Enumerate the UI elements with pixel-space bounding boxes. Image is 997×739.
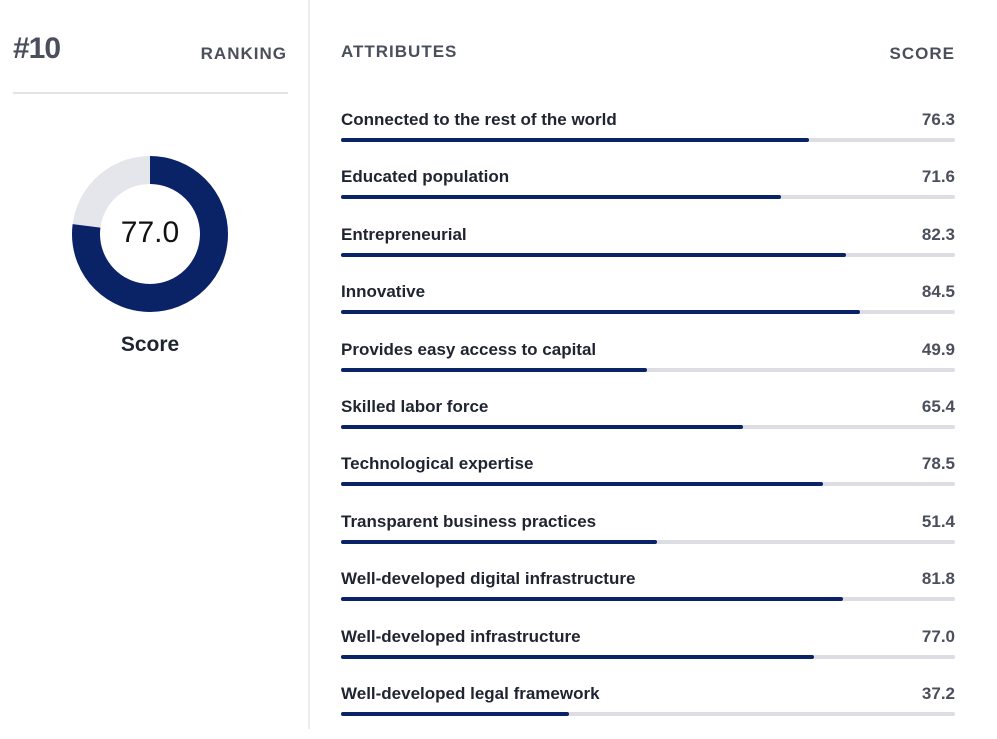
score-bar-track bbox=[341, 310, 955, 315]
score-bar-fill bbox=[341, 482, 823, 487]
attribute-score: 82.3 bbox=[921, 224, 955, 244]
overall-score-caption: Score bbox=[120, 333, 180, 356]
attribute-row: Connected to the rest of the world 76.3 bbox=[341, 108, 955, 165]
attribute-score: 37.2 bbox=[921, 683, 955, 703]
ranking-label: RANKING bbox=[200, 44, 287, 63]
attribute-label: Technological expertise bbox=[341, 454, 534, 474]
score-bar-fill bbox=[341, 424, 743, 429]
attribute-label: Well-developed infrastructure bbox=[341, 626, 581, 646]
attribute-score: 77.0 bbox=[921, 626, 955, 646]
attribute-row: Provides easy access to capital 49.9 bbox=[341, 338, 955, 395]
score-bar-fill bbox=[341, 367, 648, 372]
score-bar-fill bbox=[341, 138, 810, 142]
score-bar-track bbox=[341, 252, 955, 257]
score-header: SCORE bbox=[889, 44, 955, 63]
attribute-score: 76.3 bbox=[921, 110, 955, 129]
attribute-score: 65.4 bbox=[921, 396, 955, 416]
score-bar-fill bbox=[341, 310, 860, 315]
attributes-header: ATTRIBUTES bbox=[341, 42, 458, 61]
score-bar-fill bbox=[341, 539, 657, 544]
attribute-label: Innovative bbox=[341, 282, 426, 302]
attribute-row: Well-developed digital infrastructure 81.… bbox=[341, 567, 955, 624]
score-bar-track bbox=[341, 539, 955, 544]
attribute-label: Connected to the rest of the world bbox=[341, 110, 617, 129]
divider bbox=[13, 92, 288, 94]
score-bar-fill bbox=[341, 597, 844, 602]
score-bar-fill bbox=[341, 252, 847, 257]
attribute-label: Educated population bbox=[341, 167, 510, 187]
score-bar-track bbox=[341, 195, 955, 200]
score-bar-fill bbox=[341, 654, 814, 659]
attribute-row: Well-developed legal framework 37.2 bbox=[341, 682, 955, 739]
score-bar-track bbox=[341, 597, 955, 602]
attribute-row: Transparent business practices 51.4 bbox=[341, 510, 955, 567]
column-divider bbox=[308, 0, 310, 729]
attribute-score: 49.9 bbox=[921, 339, 955, 359]
score-bar-track bbox=[341, 482, 955, 487]
attribute-row: Technological expertise 78.5 bbox=[341, 452, 955, 509]
score-bar-fill bbox=[341, 195, 781, 200]
attribute-row: Innovative 84.5 bbox=[341, 280, 955, 337]
attribute-label: Skilled labor force bbox=[341, 396, 489, 416]
ranking-value: #10 bbox=[13, 32, 61, 65]
attribute-label: Well-developed legal framework bbox=[341, 683, 600, 703]
attribute-score: 71.6 bbox=[921, 167, 955, 187]
score-bar-track bbox=[341, 654, 955, 659]
attribute-label: Entrepreneurial bbox=[341, 224, 467, 244]
attribute-score: 84.5 bbox=[921, 282, 955, 302]
attribute-row: Skilled labor force 65.4 bbox=[341, 395, 955, 452]
attribute-score: 51.4 bbox=[921, 511, 955, 531]
attribute-list: Connected to the rest of the world 76.3 Ed… bbox=[341, 108, 955, 739]
attribute-row: Well-developed infrastructure 77.0 bbox=[341, 625, 955, 682]
overall-score-value: 77.0 bbox=[120, 216, 180, 249]
attribute-row: Educated population 71.6 bbox=[341, 165, 955, 222]
attribute-row: Entrepreneurial 82.3 bbox=[341, 223, 955, 280]
score-bar-fill bbox=[341, 711, 570, 716]
score-bar-track bbox=[341, 367, 955, 372]
attribute-label: Provides easy access to capital bbox=[341, 339, 597, 359]
donut-fill bbox=[72, 156, 228, 312]
attribute-score: 78.5 bbox=[921, 454, 955, 474]
attribute-label: Transparent business practices bbox=[341, 511, 597, 531]
score-bar-track bbox=[341, 138, 955, 142]
score-bar-track bbox=[341, 424, 955, 429]
attribute-label: Well-developed digital infrastructure bbox=[341, 569, 636, 589]
attribute-score: 81.8 bbox=[921, 569, 955, 589]
score-donut bbox=[72, 156, 228, 312]
score-bar-track bbox=[341, 711, 955, 716]
